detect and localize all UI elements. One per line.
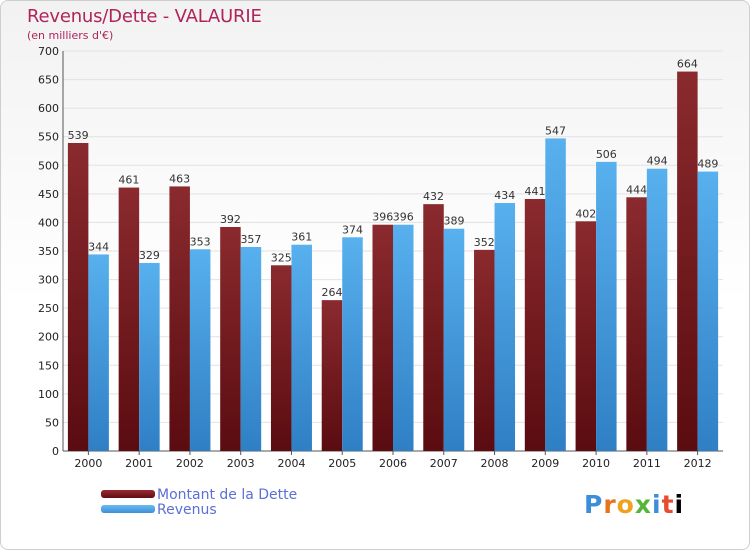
data-label-dette: 392 — [220, 213, 241, 226]
x-tick-label: 2012 — [684, 457, 712, 470]
data-label-dette: 461 — [118, 174, 139, 187]
y-tick-label: 600 — [38, 102, 59, 115]
data-label-revenus: 329 — [139, 249, 160, 262]
bar-revenus — [240, 247, 262, 451]
bar-dette — [67, 143, 89, 451]
y-tick-label: 150 — [38, 359, 59, 372]
data-label-revenus: 506 — [596, 148, 617, 161]
x-tick-label: 2004 — [277, 457, 305, 470]
bar-revenus — [88, 254, 109, 451]
data-label-revenus: 494 — [647, 155, 668, 168]
x-tick-label: 2008 — [481, 457, 509, 470]
bar-revenus — [697, 171, 719, 452]
data-label-dette: 352 — [474, 236, 495, 249]
x-tick-label: 2002 — [176, 457, 204, 470]
data-label-dette: 539 — [68, 129, 89, 142]
data-label-revenus: 396 — [393, 211, 414, 224]
x-tick-label: 2005 — [328, 457, 356, 470]
bar-revenus — [189, 249, 211, 451]
y-tick-label: 450 — [38, 188, 59, 201]
data-label-revenus: 547 — [545, 124, 566, 137]
y-tick-label: 550 — [38, 131, 59, 144]
bar-revenus — [342, 237, 363, 451]
logo-letter: o — [616, 490, 635, 519]
data-label-dette: 664 — [677, 58, 698, 71]
bar-revenus — [443, 228, 465, 451]
x-tick-label: 2011 — [633, 457, 661, 470]
x-tick-label: 2003 — [227, 457, 255, 470]
data-label-revenus: 434 — [494, 189, 515, 202]
y-tick-label: 500 — [38, 159, 59, 172]
y-tick-label: 200 — [38, 331, 59, 344]
data-label-revenus: 361 — [291, 231, 312, 244]
x-tick-label: 2006 — [379, 457, 407, 470]
bar-revenus — [494, 203, 516, 451]
x-tick-label: 2007 — [430, 457, 458, 470]
bar-dette — [524, 199, 546, 451]
y-tick-label: 50 — [45, 416, 59, 429]
data-label-revenus: 344 — [88, 240, 109, 253]
legend-swatch-debt — [101, 490, 155, 498]
bar-dette — [626, 197, 647, 451]
logo-letter: P — [584, 490, 604, 519]
bar-dette — [575, 221, 597, 451]
logo-letter: i — [674, 490, 685, 519]
bar-dette — [677, 71, 698, 452]
bar-revenus — [646, 168, 668, 451]
data-label-revenus: 374 — [342, 223, 363, 236]
data-label-dette: 325 — [271, 251, 292, 264]
data-label-dette: 463 — [169, 172, 190, 185]
bar-dette — [474, 249, 495, 451]
bar-dette — [372, 224, 393, 451]
data-label-dette: 264 — [321, 286, 342, 299]
data-label-revenus: 353 — [190, 235, 211, 248]
x-tick-label: 2001 — [125, 457, 153, 470]
data-label-revenus: 489 — [697, 158, 718, 171]
x-tick-label: 2009 — [531, 457, 559, 470]
bar-dette — [270, 265, 292, 451]
y-tick-label: 300 — [38, 274, 59, 287]
y-tick-label: 700 — [38, 45, 59, 58]
bar-revenus — [545, 138, 566, 451]
y-tick-label: 250 — [38, 302, 59, 315]
y-tick-label: 0 — [52, 445, 59, 458]
y-tick-label: 400 — [38, 216, 59, 229]
logo-letter: i — [652, 490, 662, 519]
y-tick-label: 650 — [38, 74, 59, 87]
data-label-dette: 402 — [575, 207, 596, 220]
y-tick-label: 100 — [38, 388, 59, 401]
x-tick-label: 2000 — [74, 457, 102, 470]
data-label-revenus: 389 — [444, 215, 465, 228]
data-label-revenus: 357 — [240, 233, 261, 246]
bar-revenus — [139, 263, 160, 451]
x-tick-label: 2010 — [582, 457, 610, 470]
logo-letter: t — [661, 490, 675, 519]
logo-letter: x — [634, 490, 652, 519]
bar-revenus — [596, 161, 617, 451]
bar-dette — [423, 204, 444, 451]
bar-dette — [169, 186, 190, 451]
data-label-dette: 441 — [525, 185, 546, 198]
chart-title: Revenus/Dette - VALAURIE — [27, 6, 262, 27]
legend-label-debt: Montant de la Dette — [157, 487, 298, 503]
data-label-dette: 444 — [626, 183, 647, 196]
bar-dette — [220, 227, 241, 451]
legend-swatch-revenus — [101, 505, 155, 513]
bar-revenus — [291, 244, 312, 451]
data-label-dette: 432 — [423, 190, 444, 203]
legend-label-revenus: Revenus — [157, 502, 217, 518]
bar-revenus — [393, 224, 414, 451]
y-tick-label: 350 — [38, 245, 59, 258]
bar-dette — [321, 300, 343, 451]
logo-letter: r — [603, 490, 617, 519]
proxiti-logo: Proxiti — [584, 490, 684, 519]
data-label-dette: 396 — [372, 211, 393, 224]
bar-dette — [118, 187, 140, 452]
chart-subtitle: (en milliers d'€) — [27, 29, 114, 42]
